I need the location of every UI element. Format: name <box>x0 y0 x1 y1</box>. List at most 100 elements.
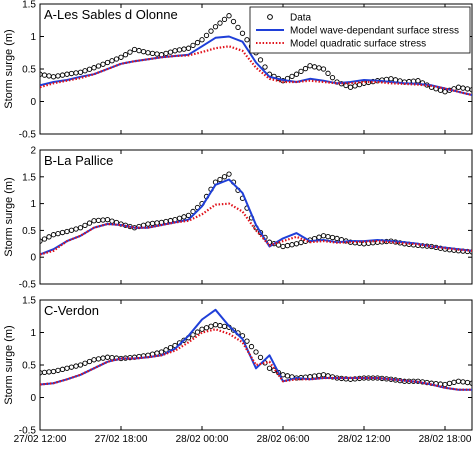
panel-1: -0.5 0 0.5 1 1.5 Storm surge (m) A-Les Sables … <box>3 0 473 141</box>
panel-title: A-Les Sables d Olonne <box>44 7 178 22</box>
series-data <box>40 322 472 388</box>
data-point <box>455 378 462 384</box>
data-point <box>212 322 219 328</box>
data-point <box>199 326 205 332</box>
data-point <box>316 234 322 240</box>
data-point <box>275 242 282 248</box>
data-point <box>140 49 147 55</box>
data-point <box>334 235 340 242</box>
data-point <box>325 70 331 76</box>
data-point <box>91 65 97 71</box>
data-point <box>199 37 205 43</box>
data-point <box>181 337 187 343</box>
data-point <box>253 349 259 355</box>
y-tick-label: 0.5 <box>22 226 36 237</box>
data-point <box>55 367 61 374</box>
data-point <box>257 354 264 361</box>
x-tick-label: 28/02 06:00 <box>257 434 310 445</box>
y-tick-label: 1.5 <box>22 172 36 183</box>
data-point <box>280 243 286 250</box>
data-point <box>208 323 214 329</box>
data-point <box>55 73 61 79</box>
data-point <box>77 69 84 75</box>
data-point <box>59 229 66 236</box>
data-point <box>50 74 57 80</box>
data-point <box>352 83 358 89</box>
data-point <box>40 238 43 244</box>
x-tick-label: 27/02 18:00 <box>95 434 148 445</box>
y-axis-label: Storm surge (m) <box>3 29 15 108</box>
panel-title: B-La Pallice <box>44 153 113 168</box>
data-point <box>82 68 88 74</box>
data-point <box>266 365 273 371</box>
plot-frame <box>39 299 473 431</box>
data-point <box>113 56 120 62</box>
data-point <box>329 75 336 81</box>
data-point <box>73 70 79 76</box>
series-data <box>40 13 472 95</box>
data-point <box>73 226 79 232</box>
data-point <box>464 86 471 92</box>
data-point <box>248 343 255 350</box>
data-point <box>46 234 52 240</box>
data-point <box>68 364 75 370</box>
data-point <box>221 174 228 180</box>
series-quadratic-model-line <box>40 45 472 97</box>
y-tick-label: 2 <box>30 146 36 157</box>
panel-title: C-Verdon <box>44 303 99 318</box>
data-point <box>109 218 115 224</box>
data-point <box>64 365 70 371</box>
data-point <box>122 52 129 58</box>
data-point <box>284 373 291 379</box>
data-point <box>298 239 304 246</box>
legend: Data Model wave-dependant surface stress M… <box>249 6 471 54</box>
data-point <box>82 360 88 366</box>
data-point <box>194 39 201 46</box>
data-point <box>86 66 93 72</box>
data-point <box>95 217 102 224</box>
data-point <box>73 363 79 369</box>
data-point <box>41 236 48 242</box>
series-quadratic-model-line <box>40 202 472 256</box>
data-point <box>320 66 327 72</box>
data-point <box>95 63 102 69</box>
data-point <box>145 221 151 227</box>
panel-2: -0.5 0 0.5 1 1.5 2 Storm surge (m) B-La Pallice <box>3 146 473 291</box>
data-point <box>46 369 52 375</box>
data-point <box>446 380 453 387</box>
data-point <box>388 76 394 82</box>
data-point <box>181 46 187 52</box>
data-point <box>50 368 57 375</box>
y-tick-label: 1 <box>30 32 36 43</box>
data-point <box>190 332 196 338</box>
data-point <box>194 329 201 335</box>
data-point <box>176 215 183 221</box>
data-point <box>257 57 264 63</box>
data-point <box>347 84 354 90</box>
data-point <box>293 241 300 247</box>
y-axis-label: Storm surge (m) <box>3 177 15 256</box>
data-point <box>190 208 196 215</box>
data-point <box>64 228 70 235</box>
y-tick-label: 1.5 <box>22 0 36 11</box>
data-point <box>136 47 142 54</box>
data-point <box>464 379 471 386</box>
data-point <box>55 230 61 237</box>
data-point <box>293 71 300 77</box>
data-point <box>149 50 156 57</box>
data-point <box>289 242 295 248</box>
data-point <box>226 13 232 19</box>
data-point <box>109 58 115 64</box>
data-point <box>95 356 102 362</box>
data-point <box>284 242 291 249</box>
data-point <box>154 220 160 226</box>
series-group <box>40 13 472 97</box>
series-group <box>40 308 472 391</box>
data-point <box>316 65 322 71</box>
data-point <box>127 49 133 55</box>
data-point <box>59 366 66 372</box>
y-axis-label: Storm surge (m) <box>3 325 15 404</box>
data-point <box>82 222 88 229</box>
data-point <box>298 68 304 75</box>
